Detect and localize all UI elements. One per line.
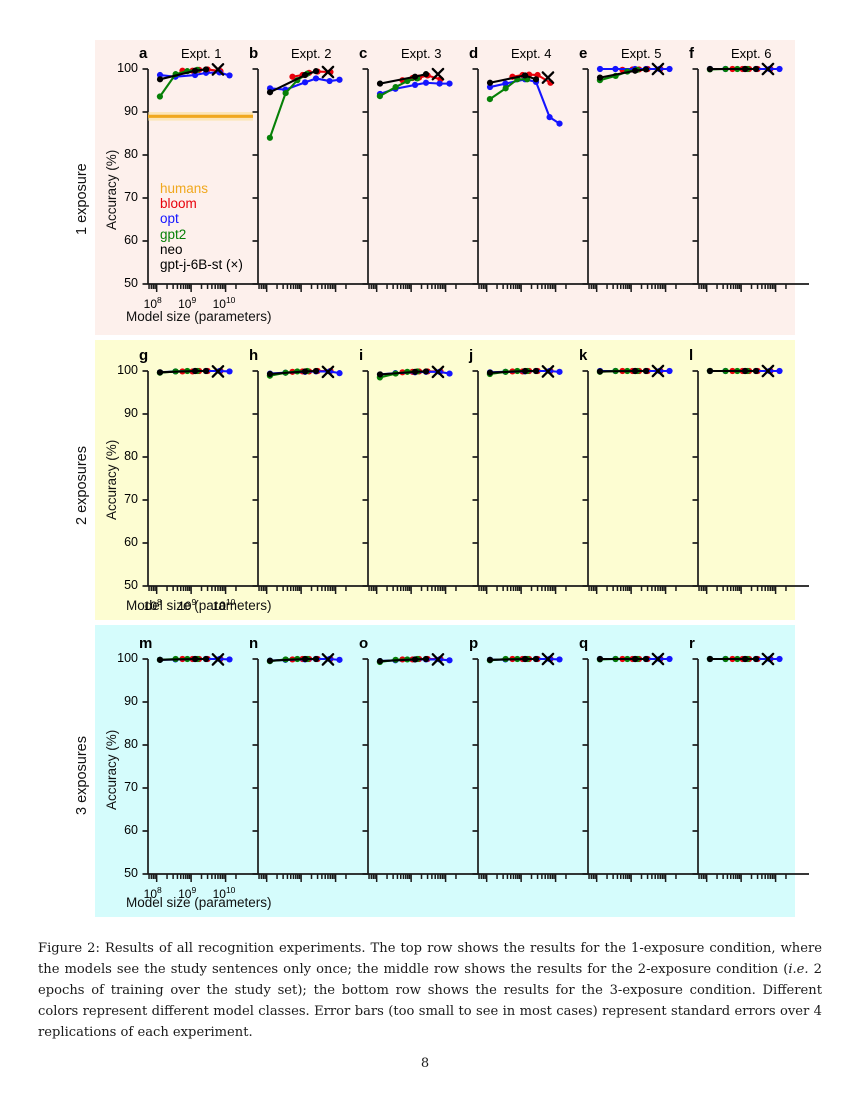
- ytick-label-70: 70: [124, 190, 138, 204]
- legend-entry-neo: neo: [160, 241, 183, 257]
- xtick-label-1e9: 109: [178, 885, 197, 901]
- panel-letter-g: g: [139, 347, 149, 364]
- panel-letter-a: a: [139, 45, 148, 62]
- ytick-label-60: 60: [124, 535, 138, 549]
- xtick-label-1e10: 1010: [212, 597, 236, 613]
- ytick-label-80: 80: [124, 147, 138, 161]
- panel-letter-i: i: [359, 347, 364, 364]
- ytick-label-60: 60: [124, 823, 138, 837]
- ytick-label-50: 50: [124, 276, 138, 290]
- ytick-label-70: 70: [124, 492, 138, 506]
- figure-caption: Figure 2: Results of all recognition exp…: [38, 938, 822, 1043]
- panel-title-e: Expt. 5: [621, 46, 662, 61]
- caption-text-2: 2 epochs of training over the study set)…: [38, 962, 822, 1040]
- panel-letter-j: j: [469, 347, 474, 364]
- caption-text-1: Results of all recognition experiments. …: [38, 941, 822, 977]
- panel-letter-o: o: [359, 635, 369, 652]
- panel-letter-n: n: [249, 635, 259, 652]
- ytick-label-50: 50: [124, 866, 138, 880]
- ytick-label-70: 70: [124, 780, 138, 794]
- xtick-label-1e8: 108: [143, 597, 162, 613]
- row-band-3-exposures: [95, 625, 795, 917]
- x-axis-title-row2: Model size (parameters): [126, 598, 272, 613]
- caption-italic-1: i.e.: [788, 962, 809, 977]
- figure-2: 1 exposure 2 exposures 3 exposures Accur…: [74, 40, 809, 917]
- row-band-2-exposures: [95, 340, 795, 620]
- ytick-label-100: 100: [117, 61, 138, 75]
- panel-letter-e: e: [579, 45, 588, 62]
- panel-title-b: Expt. 2: [291, 46, 332, 61]
- panel-letter-m: m: [139, 635, 153, 652]
- ytick-label-50: 50: [124, 578, 138, 592]
- panel-letter-l: l: [689, 347, 694, 364]
- plot-text-overlay: 100 90 80 70 60 50 108 109 1010 a Expt. 1 b Expt. 2 c…: [117, 45, 772, 901]
- xtick-label-1e9: 109: [178, 295, 197, 311]
- panel-letter-h: h: [249, 347, 259, 364]
- xtick-label-1e9: 109: [178, 597, 197, 613]
- ytick-label-80: 80: [124, 737, 138, 751]
- ytick-label-90: 90: [124, 104, 138, 118]
- ytick-label-80: 80: [124, 449, 138, 463]
- legend-entry-opt: opt: [160, 211, 179, 227]
- x-axis-title-row1: Model size (parameters): [126, 309, 272, 324]
- panel-title-a: Expt. 1: [181, 46, 222, 61]
- xtick-label-1e10: 1010: [212, 295, 236, 311]
- ytick-label-90: 90: [124, 694, 138, 708]
- panel-letter-b: b: [249, 45, 259, 62]
- xtick-label-1e10: 1010: [212, 885, 236, 901]
- ytick-label-100: 100: [117, 651, 138, 665]
- panel-letter-c: c: [359, 45, 368, 62]
- x-axis-title-row3: Model size (parameters): [126, 895, 272, 910]
- legend-entry-gpt-j-6b-st: gpt-j-6B-st (×): [160, 257, 243, 273]
- page-number: 8: [420, 1056, 430, 1071]
- panel-letter-r: r: [689, 635, 695, 652]
- xtick-label-1e8: 108: [143, 295, 162, 311]
- panel-title-c: Expt. 3: [401, 46, 442, 61]
- ytick-label-100: 100: [117, 363, 138, 377]
- ytick-label-90: 90: [124, 406, 138, 420]
- legend: humans bloom opt gpt2 neo gpt-j-6B-st (×): [160, 181, 243, 272]
- legend-entry-humans: humans: [160, 181, 209, 196]
- legend-entry-gpt2: gpt2: [160, 226, 187, 242]
- legend-entry-bloom: bloom: [160, 196, 197, 212]
- xtick-label-1e8: 108: [143, 885, 162, 901]
- caption-label: Figure 2:: [38, 941, 100, 956]
- panel-letter-k: k: [579, 347, 588, 364]
- panel-letter-f: f: [689, 45, 694, 62]
- plots-svg-canvas: [142, 62, 809, 882]
- panel-title-f: Expt. 6: [731, 46, 772, 61]
- ytick-label-60: 60: [124, 233, 138, 247]
- panel-letter-q: q: [579, 635, 589, 652]
- panel-title-d: Expt. 4: [511, 46, 552, 61]
- panel-letter-d: d: [469, 45, 479, 62]
- panel-letter-p: p: [469, 635, 479, 652]
